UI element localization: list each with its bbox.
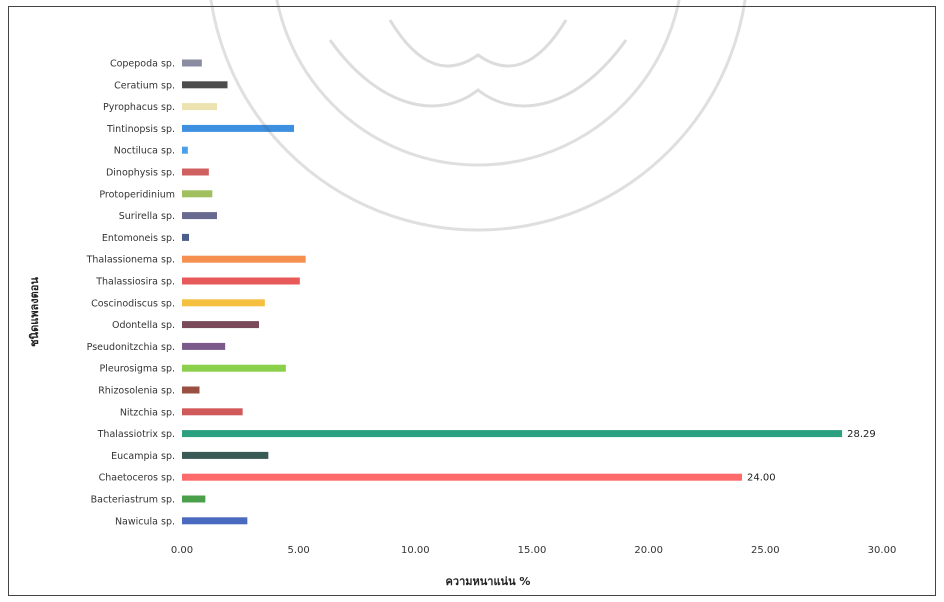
category-label: Noctiluca sp. (114, 146, 175, 157)
category-label: Nawicula sp. (115, 516, 175, 527)
category-label: Nitzchia sp. (120, 407, 175, 418)
x-tick-label: 30.00 (868, 545, 897, 556)
bar (182, 451, 269, 459)
bar (182, 81, 228, 89)
bar (182, 364, 286, 372)
chart-frame (8, 6, 936, 596)
category-label: Odontella sp. (112, 320, 175, 331)
category-label: Copepoda sp. (110, 59, 175, 70)
category-label: Bacteriastrum sp. (91, 495, 175, 506)
bar (182, 321, 259, 329)
category-label: Protoperidinium (99, 189, 175, 200)
category-label: Pseudonitzchia sp. (87, 342, 175, 353)
bar (182, 59, 202, 67)
bar (182, 168, 209, 176)
category-label: Pleurosigma sp. (100, 364, 175, 375)
category-label: Pyrophacus sp. (103, 102, 175, 113)
bar (182, 495, 206, 503)
bar (182, 212, 217, 220)
x-tick-label: 10.00 (401, 545, 430, 556)
category-label: Thalassiotrix sp. (97, 429, 175, 440)
bars (182, 59, 843, 525)
category-label: Rhizosolenia sp. (98, 386, 175, 397)
bar (182, 190, 213, 198)
category-label: Thalassionema sp. (86, 255, 175, 266)
x-axis-title: ความหนาแน่น % (446, 575, 531, 588)
x-tick-label: 25.00 (751, 545, 780, 556)
category-label: Chaetoceros sp. (99, 473, 175, 484)
x-tick-label: 0.00 (171, 545, 193, 556)
bar (182, 430, 843, 438)
category-label: Eucampia sp. (111, 451, 175, 462)
x-axis-ticks: 0.00 5.00 10.00 15.00 20.00 25.00 30.00 (171, 545, 896, 556)
category-label: Tintinopsis sp. (106, 124, 175, 135)
x-tick-label: 15.00 (518, 545, 547, 556)
bar (182, 299, 265, 307)
x-tick-label: 20.00 (634, 545, 663, 556)
bar (182, 386, 200, 394)
category-labels: Copepoda sp. Ceratium sp. Pyrophacus sp. Ti… (86, 59, 175, 528)
bar (182, 103, 217, 111)
category-label: Thalassiosira sp. (95, 277, 175, 288)
data-label: 24.00 (747, 473, 776, 484)
y-axis-title: ชนิดแพลงตอน (28, 277, 41, 347)
category-label: Entomoneis sp. (102, 233, 175, 244)
category-label: Ceratium sp. (114, 80, 175, 91)
bar (182, 473, 742, 481)
bar (182, 517, 248, 525)
category-label: Surirella sp. (119, 211, 175, 222)
data-labels: 28.29 24.00 (747, 429, 876, 484)
data-label: 28.29 (847, 429, 876, 440)
bar (182, 408, 243, 416)
bar (182, 124, 294, 132)
x-tick-label: 5.00 (288, 545, 310, 556)
bar (182, 146, 188, 154)
category-label: Dinophysis sp. (106, 168, 175, 179)
bar (182, 233, 189, 241)
bar (182, 255, 306, 263)
bar (182, 342, 226, 350)
category-label: Coscinodiscus sp. (91, 298, 175, 309)
bar (182, 277, 300, 285)
